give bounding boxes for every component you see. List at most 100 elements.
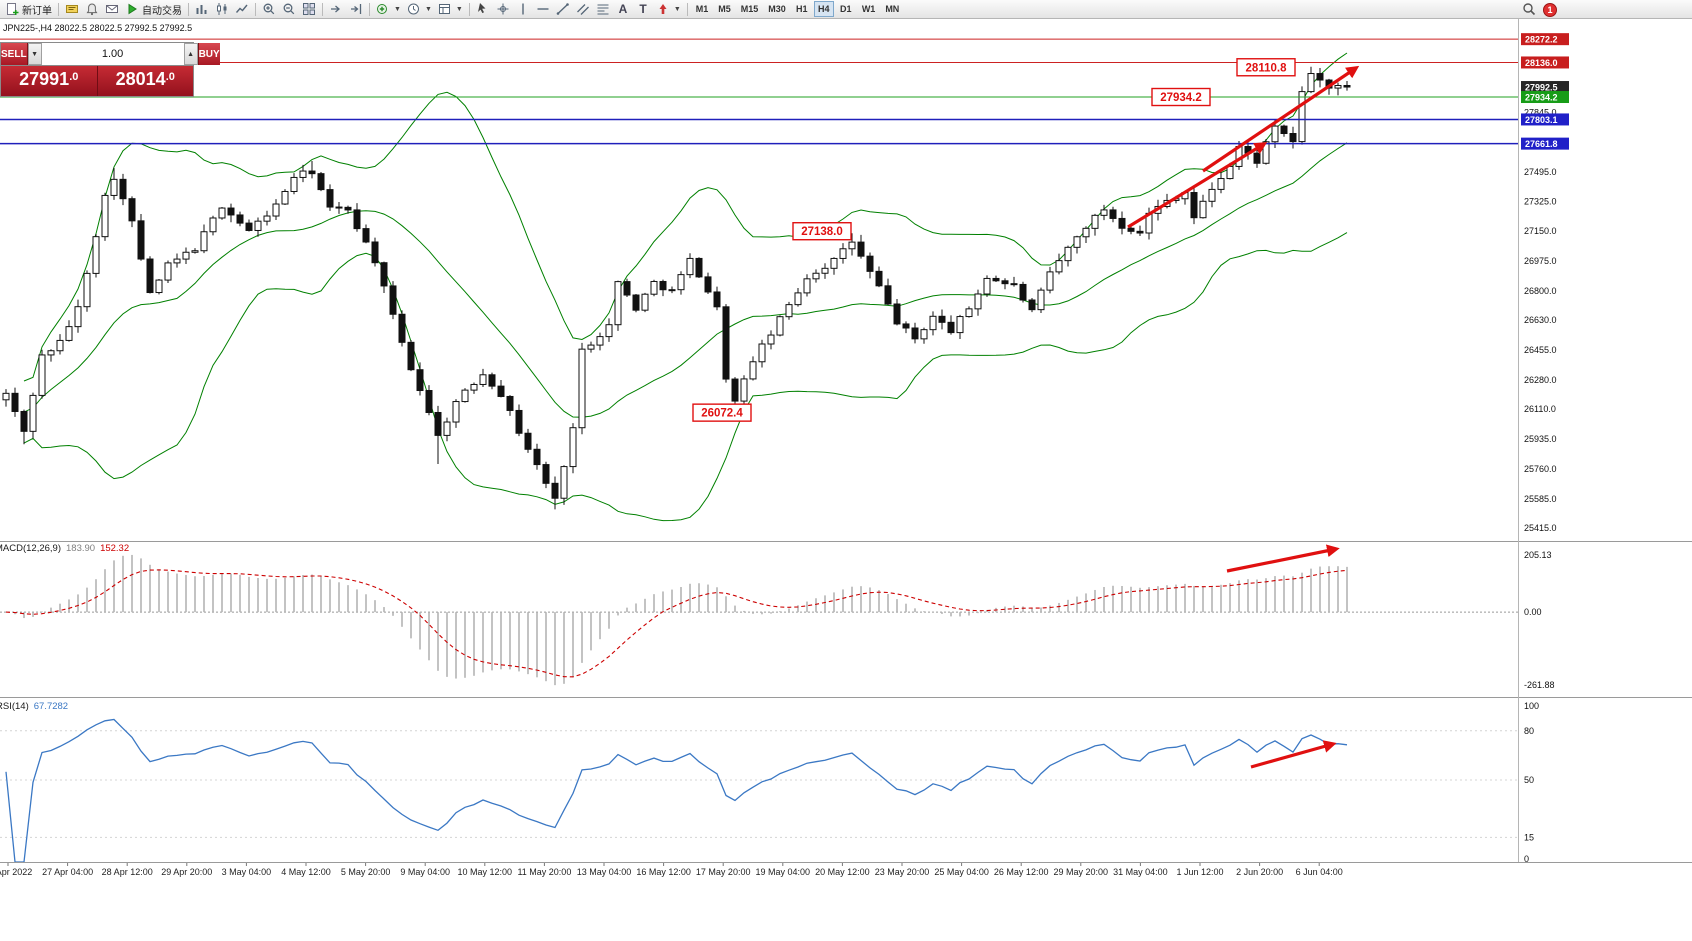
crosshair-button[interactable] — [493, 1, 513, 18]
mailbox-button[interactable] — [102, 1, 122, 18]
buy-button[interactable]: BUY — [197, 43, 220, 65]
price-axis-tick: 26800.0 — [1524, 286, 1557, 296]
candle-body — [1334, 85, 1342, 89]
price-axis-tick: 27325.0 — [1524, 196, 1557, 206]
candle-body — [740, 378, 748, 402]
price-tag — [1521, 56, 1569, 69]
candle-body — [1046, 271, 1054, 291]
auto-scroll-button[interactable] — [326, 1, 346, 18]
vertical-line-button[interactable] — [513, 1, 533, 18]
text-button[interactable]: A — [613, 1, 633, 18]
candle-body — [398, 313, 406, 343]
arrows-button[interactable]: ▼ — [653, 1, 684, 18]
candle-body — [947, 321, 955, 334]
time-axis-label: 29 Apr 20:00 — [161, 867, 212, 877]
candle-body — [1298, 91, 1306, 143]
time-axis-label: 28 Apr 12:00 — [102, 867, 153, 877]
sell-price[interactable]: 27991 .0 — [1, 66, 98, 96]
price-axis-tick: 25585.0 — [1524, 494, 1557, 504]
timeframe-button-m5[interactable]: M5 — [714, 1, 735, 17]
candle-body — [1253, 152, 1261, 164]
candle-body — [1118, 217, 1126, 229]
candle-body — [47, 350, 55, 356]
line-chart-button[interactable] — [232, 1, 252, 18]
rsi-label: RSI(14)67.7282 — [0, 701, 68, 712]
time-axis-label: 19 May 04:00 — [756, 867, 811, 877]
macd-signal-line — [5, 569, 1348, 678]
metaeditor-icon — [66, 5, 78, 13]
periods-button[interactable]: ▼ — [404, 1, 435, 18]
trade-panel-prices: 27991 .0 28014 .0 — [1, 65, 193, 96]
candle-body — [470, 383, 478, 391]
candle-body — [956, 316, 964, 334]
indicators-button[interactable]: ▼ — [373, 1, 404, 18]
price-annotation-box[interactable] — [1236, 58, 1296, 77]
equidistant-channel-button[interactable] — [573, 1, 593, 18]
trend-arrow[interactable] — [1127, 141, 1268, 229]
timeframe-button-mn[interactable]: MN — [881, 1, 903, 17]
search-icon[interactable] — [1522, 2, 1537, 17]
volume-input[interactable] — [41, 43, 184, 65]
alerts-button[interactable] — [82, 1, 102, 18]
candle-body — [254, 220, 262, 231]
new-order-button[interactable]: 新订单 — [2, 1, 55, 18]
candle-body — [524, 432, 532, 450]
volume-decrease-button[interactable]: ▼ — [27, 43, 42, 65]
sell-button[interactable]: SELL — [1, 43, 28, 65]
candle-body — [83, 272, 91, 308]
rsi-axis-label: 15 — [1524, 832, 1534, 842]
cursor-button[interactable] — [473, 1, 493, 18]
price-tag-label: 27803.1 — [1525, 115, 1558, 125]
candle-body — [1064, 246, 1072, 262]
candle-body — [299, 170, 307, 178]
timeframe-button-d1[interactable]: D1 — [836, 1, 856, 17]
metaeditor-button[interactable] — [62, 1, 82, 18]
chart-shift-button[interactable] — [346, 1, 366, 18]
price-axis-tick: 26975.0 — [1524, 256, 1557, 266]
buy-price[interactable]: 28014 .0 — [97, 66, 193, 96]
trend-arrow[interactable] — [1202, 65, 1360, 173]
fibonacci-button[interactable] — [593, 1, 613, 18]
bollinger-lower-band — [23, 232, 1348, 522]
trend-arrow[interactable] — [1226, 544, 1340, 573]
candle-body — [146, 258, 154, 294]
price-annotation-box[interactable] — [692, 403, 752, 422]
price-annotation-box[interactable] — [1151, 87, 1211, 107]
zoom-in-button[interactable] — [259, 1, 279, 18]
notification-badge[interactable]: 1 — [1543, 2, 1557, 17]
timeframe-button-m30[interactable]: M30 — [764, 1, 790, 17]
horizontal-line-button[interactable] — [533, 1, 553, 18]
timeframe-button-m1[interactable]: M1 — [692, 1, 713, 17]
dropdown-caret-icon: ▼ — [673, 5, 681, 13]
timeframe-button-h4[interactable]: H4 — [813, 1, 834, 17]
candle-body — [542, 464, 550, 484]
tile-windows-button[interactable] — [299, 1, 319, 18]
zoom-out-button[interactable] — [279, 1, 299, 18]
price-axis-tick: 26110.0 — [1524, 404, 1556, 414]
price-axis-tick: 26455.0 — [1524, 345, 1557, 355]
trendline-button[interactable] — [553, 1, 573, 18]
candle-body — [20, 410, 28, 432]
candle-body — [1316, 73, 1324, 81]
auto-trading-button[interactable]: 自动交易 — [122, 1, 185, 18]
timeframe-button-m15[interactable]: M15 — [737, 1, 763, 17]
rsi-axis-label: 50 — [1524, 775, 1534, 785]
volume-increase-button[interactable]: ▲ — [183, 43, 198, 65]
candle-body — [272, 203, 280, 217]
price-annotation-box[interactable] — [792, 222, 852, 241]
templates-button[interactable]: ▼ — [435, 1, 466, 18]
envelope-icon — [106, 5, 118, 13]
one-click-trading-panel: SELL ▼ ▲ BUY 27991 .0 28014 .0 — [0, 42, 220, 97]
rsi-line — [5, 718, 1348, 863]
candle-body — [209, 217, 217, 233]
bar-chart-button[interactable] — [192, 1, 212, 18]
time-axis-label: 23 May 20:00 — [875, 867, 930, 877]
trend-arrow[interactable] — [1250, 740, 1337, 769]
timeframe-button-w1[interactable]: W1 — [858, 1, 880, 17]
candlestick-chart-button[interactable] — [212, 1, 232, 18]
text-label-button[interactable]: T — [633, 1, 653, 18]
text-label-icon: T — [639, 2, 647, 16]
trendline-icon — [556, 3, 569, 15]
timeframe-button-h1[interactable]: H1 — [792, 1, 812, 17]
